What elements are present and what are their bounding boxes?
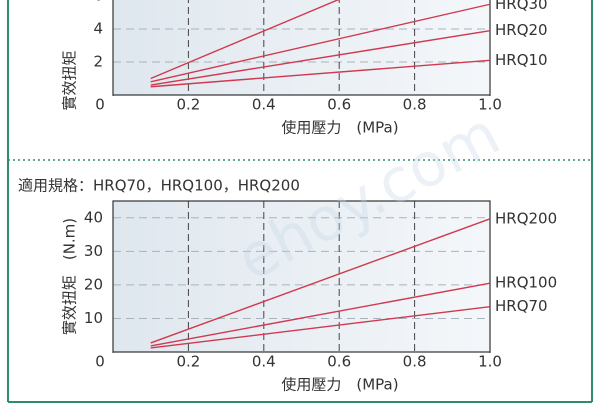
plot-area bbox=[113, 201, 490, 352]
x-tick-label: 0.8 bbox=[403, 353, 427, 371]
line bbox=[150, 306, 491, 349]
series-label: HRQ10 bbox=[495, 51, 548, 69]
x-tick-label: 0 bbox=[95, 96, 105, 114]
plot-border bbox=[112, 0, 491, 96]
line bbox=[150, 0, 340, 80]
series-label: HRQ200 bbox=[495, 209, 557, 227]
x-tick-label: 0.2 bbox=[176, 96, 200, 114]
line bbox=[150, 282, 491, 347]
x-tick-label: 1.0 bbox=[478, 353, 502, 371]
y-tick-label: 40 bbox=[84, 208, 103, 226]
line bbox=[150, 3, 491, 83]
y-tick-label: 30 bbox=[84, 242, 103, 260]
series-label: HRQ70 bbox=[495, 297, 548, 315]
y-tick-label: 6 bbox=[93, 0, 103, 5]
series-label: HRQ30 bbox=[495, 0, 548, 13]
x-tick-label: 0.6 bbox=[327, 96, 351, 114]
series-label: HRQ100 bbox=[495, 274, 557, 292]
x-tick-label: 0 bbox=[95, 353, 105, 371]
series-label: HRQ20 bbox=[495, 21, 548, 39]
x-tick-label: 0.4 bbox=[252, 96, 276, 114]
x-tick-label: 1.0 bbox=[478, 96, 502, 114]
x-axis-label: 使用壓力 (MPa) bbox=[281, 376, 398, 394]
line bbox=[150, 29, 491, 86]
y-tick-label: 2 bbox=[93, 53, 103, 71]
x-tick-label: 0.8 bbox=[403, 96, 427, 114]
x-tick-label: 0.4 bbox=[252, 353, 276, 371]
plot-border bbox=[112, 200, 491, 353]
y-tick-label: 10 bbox=[84, 309, 103, 327]
x-axis-label: 使用壓力 (MPa) bbox=[281, 119, 398, 137]
y-tick-label: 4 bbox=[93, 20, 103, 38]
y-tick-label: 20 bbox=[84, 275, 103, 293]
x-tick-label: 0.6 bbox=[327, 353, 351, 371]
charts: 2 4 6 0 0.2 0.4 0.6 0.8 1.0 HRQ30 HRQ20 HRQ10 實效扭矩使用… bbox=[18, 0, 557, 394]
y-axis-label: 實效扭矩 (N.m) bbox=[61, 218, 79, 335]
x-tick-label: 0.2 bbox=[176, 353, 200, 371]
chart-title: 適用規格：HRQ70，HRQ100，HRQ200 bbox=[18, 177, 300, 195]
line bbox=[150, 218, 491, 344]
y-axis-label: 實效扭矩 bbox=[61, 50, 79, 110]
line bbox=[150, 59, 491, 88]
